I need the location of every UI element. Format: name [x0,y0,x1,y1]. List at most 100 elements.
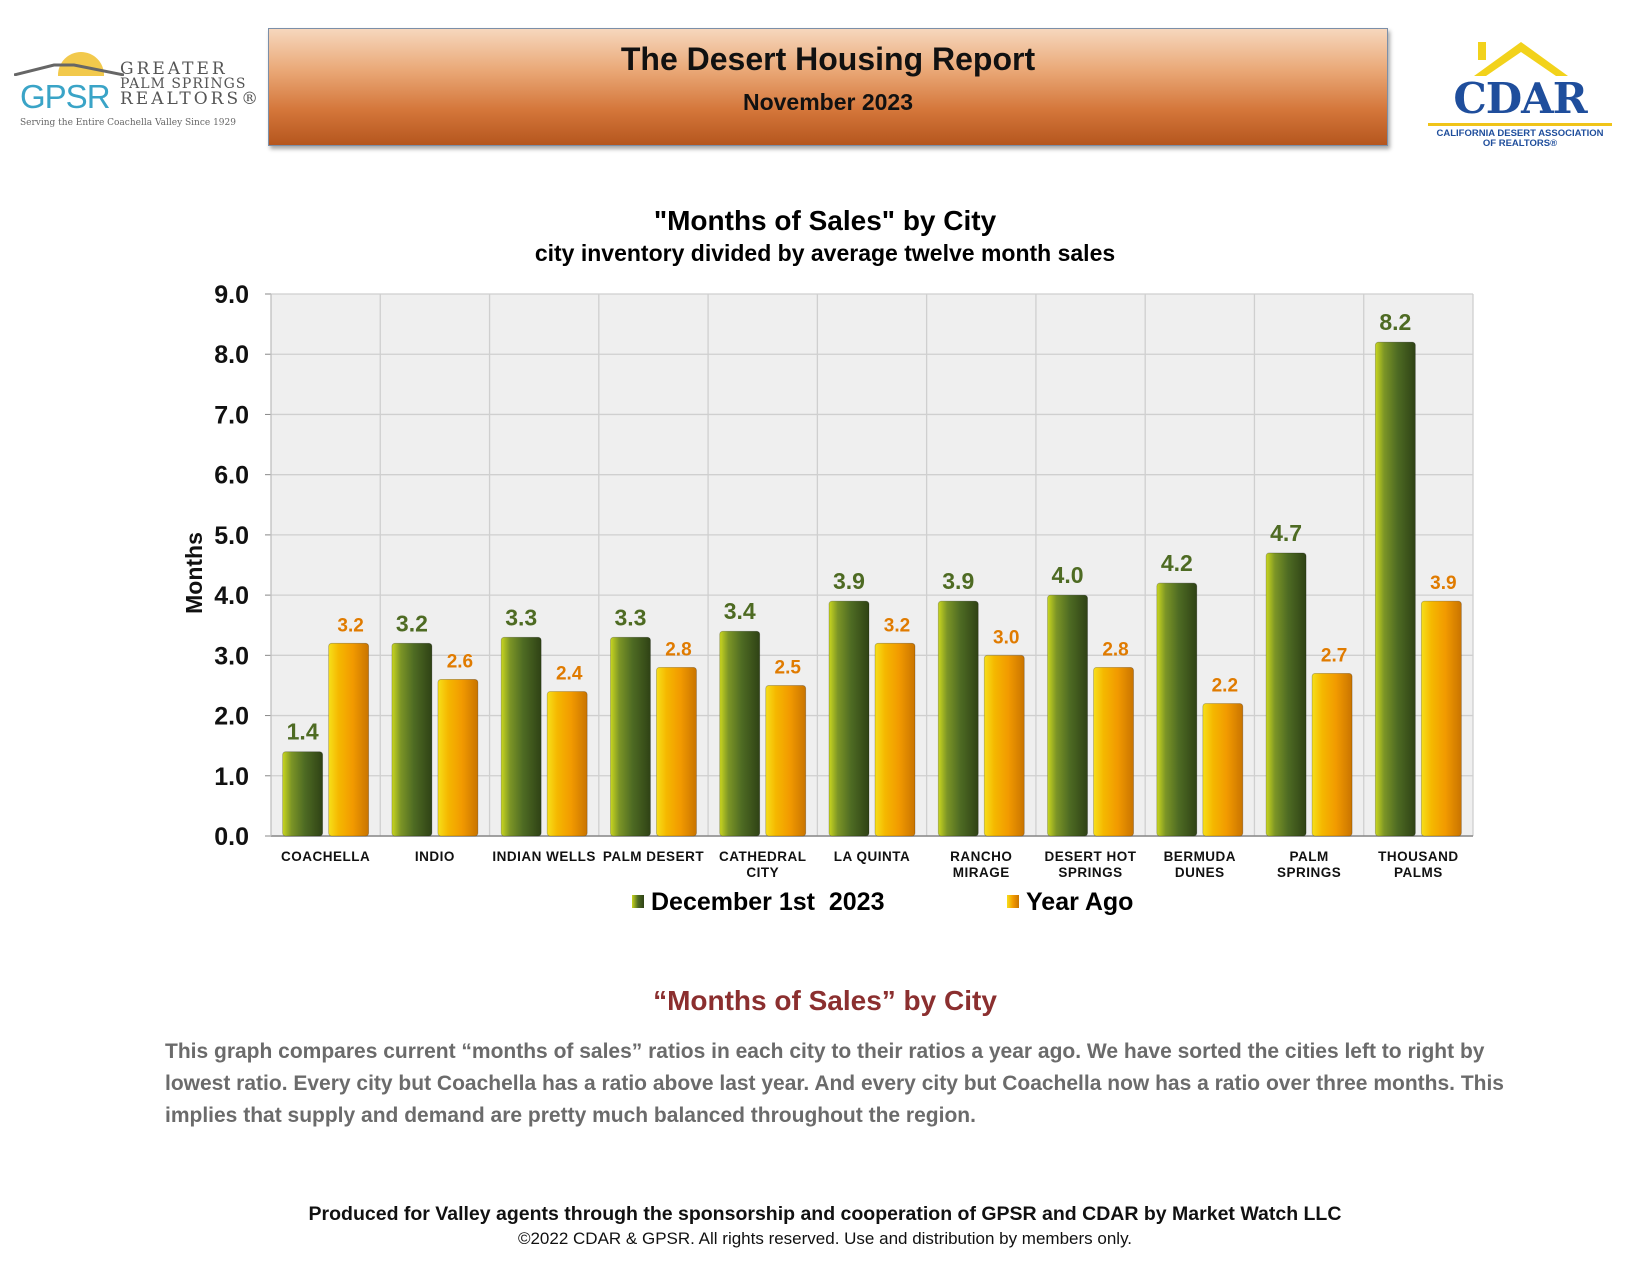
x-tick-label: SPRINGS [1058,865,1122,880]
report-banner: The Desert Housing Report November 2023 [268,28,1388,146]
x-tick-label: COACHELLA [281,849,370,864]
bar-current [1265,552,1307,837]
x-tick-label: PALMS [1394,865,1443,880]
data-label-current: 4.0 [1052,562,1084,588]
y-tick-label: 5.0 [214,522,249,550]
cdar-underline [1428,123,1612,126]
report-title: The Desert Housing Report [620,41,1036,77]
data-label-current: 4.2 [1161,550,1193,576]
y-tick-label: 0.0 [214,823,249,851]
chart-title: "Months of Sales" by City [653,205,997,236]
y-tick-label: 8.0 [214,341,249,369]
legend-item-year-ago: Year Ago [1007,888,1133,917]
gpsr-line3: REALTORS® [120,89,262,109]
roof-icon [14,63,124,76]
bar-year-ago [656,666,697,837]
bar-current [828,600,870,837]
bar-year-ago [983,654,1025,837]
bar-current [937,600,979,837]
y-tick-label: 1.0 [214,763,249,791]
bar-year-ago [1202,703,1244,837]
cdar-org-line1: CALIFORNIA DESERT ASSOCIATION [1436,128,1604,139]
legend-item-current: December 1st 2023 [632,888,884,917]
bar-current [1156,582,1198,837]
bar-current [1047,594,1088,837]
x-tick-label: DUNES [1175,865,1225,880]
x-tick-label: SPRINGS [1277,865,1341,880]
data-label-current: 1.4 [287,719,319,745]
x-tick-label: THOUSAND [1378,849,1459,864]
legend-swatch-current [632,895,644,908]
bar-year-ago [874,642,916,837]
data-label-year-ago: 2.4 [556,663,583,684]
gpsr-abbr: GPSR [20,78,111,115]
chart-subtitle: city inventory divided by average twelve… [534,240,1116,266]
x-tick-label: RANCHO [950,849,1012,864]
x-tick-label: CATHEDRAL [719,849,807,864]
data-label-year-ago: 2.2 [1212,676,1238,697]
data-label-year-ago: 3.9 [1430,573,1456,594]
data-label-current: 3.4 [724,598,756,624]
x-tick-label: LA QUINTA [834,849,911,864]
data-label-year-ago: 3.2 [884,615,910,636]
y-tick-label: 2.0 [214,703,249,731]
report-date: November 2023 [742,89,914,115]
data-label-current: 3.9 [833,568,865,594]
bar-year-ago [1420,600,1462,837]
description-body: This graph compares current “months of s… [165,1040,1504,1127]
legend-label-current: December 1st 2023 [651,888,885,916]
data-label-year-ago: 2.8 [665,639,691,660]
bar-current [500,636,542,837]
x-tick-label: MIRAGE [953,865,1010,880]
cdar-org: CALIFORNIA DESERT ASSOCIATION OF REALTOR… [1420,129,1620,149]
bar-current [282,751,324,837]
x-tick-label: INDIO [415,849,455,864]
x-tick-label: DESERT HOT [1045,849,1137,864]
data-label-current: 3.9 [942,568,974,594]
y-tick-label: 7.0 [214,401,249,429]
bar-current [610,636,651,837]
cdar-name: CDAR [1453,74,1587,123]
gpsr-logo: GPSR GREATER PALM SPRINGS REALTORS® Serv… [14,48,258,138]
bar-chart: 0.0 1.0 2.0 3.0 4.0 5.0 6.0 7.0 8.0 9.0 Months 1.4 3… [181,281,1474,880]
gpsr-line2: PALM SPRINGS [120,76,247,92]
gpsr-tagline: Serving the Entire Coachella Valley Sinc… [20,118,236,128]
x-tick-label: BERMUDA [1164,849,1237,864]
bar-year-ago [765,685,807,837]
cdar-logo: CDAR CALIFORNIA DESERT ASSOCIATION OF RE… [1420,40,1620,149]
x-tick-label: CITY [746,865,779,880]
bar-year-ago [546,691,588,837]
x-tick-label: PALM DESERT [603,849,705,864]
data-label-year-ago: 2.8 [1102,639,1128,660]
data-label-current: 3.3 [614,604,646,630]
bar-current [1374,341,1416,837]
data-label-year-ago: 2.5 [775,657,802,678]
bar-year-ago [437,679,479,837]
legend-swatch-year-ago [1007,895,1019,908]
data-label-current: 3.2 [396,610,428,636]
data-label-year-ago: 3.2 [337,615,363,636]
footer-copyright: ©2022 CDAR & GPSR. All rights reserved. … [517,1229,1133,1248]
data-label-year-ago: 2.7 [1321,645,1347,666]
x-tick-label: PALM [1289,849,1328,864]
bar-current [719,630,761,837]
bar-current [391,642,433,837]
y-tick-label: 6.0 [214,462,249,490]
legend-label-year-ago: Year Ago [1026,888,1134,916]
y-tick-label: 3.0 [214,642,249,670]
bar-year-ago [1093,666,1134,837]
cdar-org-line2: OF REALTORS® [1482,138,1558,149]
description-title: “Months of Sales” by City [653,985,997,1016]
data-label-year-ago: 3.0 [993,627,1019,648]
gpsr-wordmark: GREATER PALM SPRINGS REALTORS® [120,61,262,109]
bar-year-ago [328,642,370,837]
house-icon [1474,42,1568,76]
bar-year-ago [1311,673,1353,837]
x-tick-label: INDIAN WELLS [492,849,596,864]
data-label-current: 8.2 [1379,309,1411,335]
data-label-current: 3.3 [505,604,537,630]
y-tick-label: 9.0 [214,281,249,309]
footer-credit: Produced for Valley agents through the s… [308,1203,1342,1225]
data-label-current: 4.7 [1270,520,1302,546]
y-tick-label: 4.0 [214,582,249,610]
